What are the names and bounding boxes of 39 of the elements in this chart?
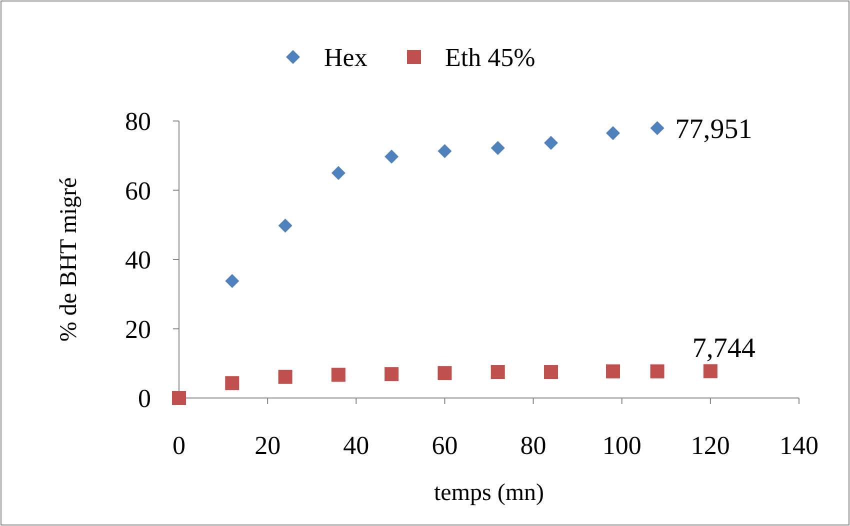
y-tick-label: 40 [125,246,151,275]
point [650,364,664,378]
point [331,368,346,382]
annotation: 77,951 [675,114,752,145]
annotation: 7,744 [692,333,756,364]
point [438,144,452,158]
x-tick-label: 40 [343,431,370,460]
y-tick-label: 60 [125,176,151,206]
point [438,366,452,380]
point [703,364,718,378]
point [544,365,558,380]
point [606,126,620,140]
point [650,121,664,136]
x-tick-label: 60 [432,431,458,460]
point [278,370,292,384]
point [225,274,240,288]
x-tick-label: 140 [780,431,818,460]
x-tick-label: 80 [520,431,546,460]
point [384,150,399,164]
point [278,218,292,233]
point [544,136,558,150]
x-axis-title: temps (mn) [434,480,544,506]
x-tick-label: 0 [172,431,186,460]
point [490,365,505,380]
point [384,367,399,382]
x-tick-label: 120 [690,431,730,460]
y-tick-label: 20 [125,314,151,344]
point [225,376,240,390]
y-tick-label: 0 [138,384,151,414]
x-tick-label: 20 [254,431,281,460]
point [490,141,505,156]
point [172,391,186,405]
x-tick-label: 100 [602,431,642,460]
point [331,166,346,180]
legend-label: Hex [324,43,368,72]
y-tick-label: 80 [125,107,151,136]
legend-label: Eth 45% [445,43,536,72]
point [606,364,620,378]
y-axis-title: % de BHT migré [56,177,82,342]
